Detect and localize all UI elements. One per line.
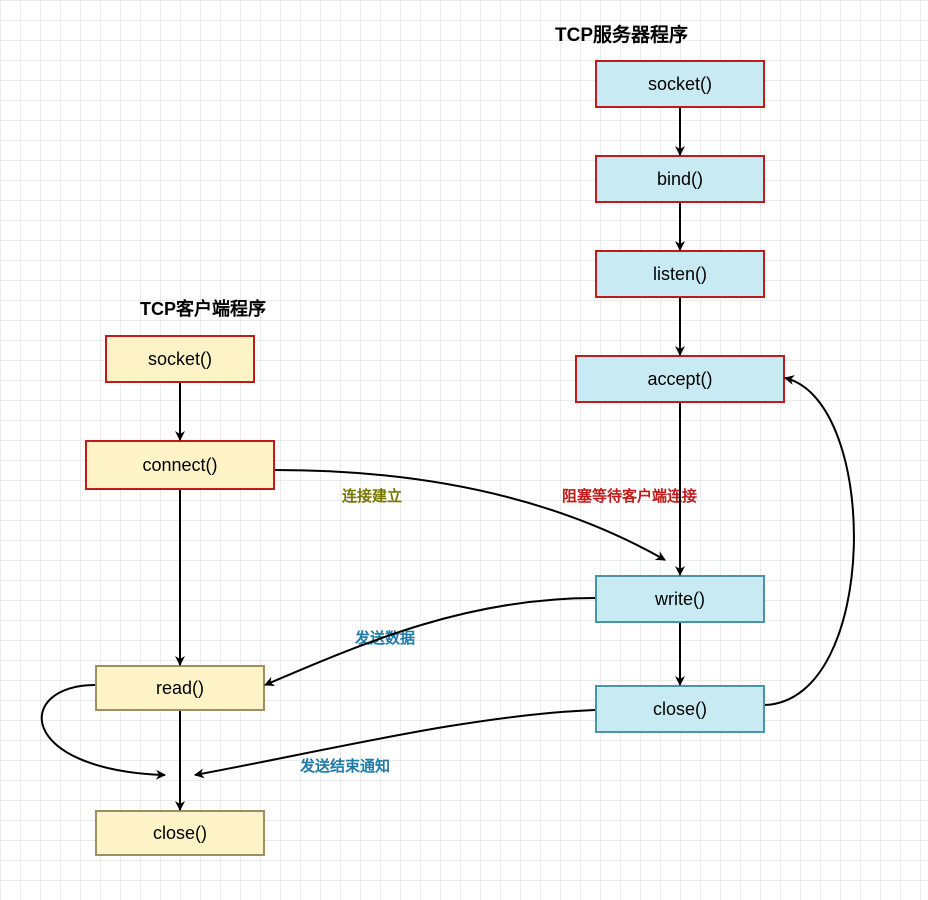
server-close-label: close() xyxy=(653,699,707,720)
edge-close-to-read-below xyxy=(195,710,595,775)
server-write-node: write() xyxy=(595,575,765,623)
label-blocking-wait: 阻塞等待客户端连接 xyxy=(562,485,697,506)
server-accept-node: accept() xyxy=(575,355,785,403)
label-send-end-notify: 发送结束通知 xyxy=(300,755,390,776)
client-read-label: read() xyxy=(156,678,204,699)
label-send-data: 发送数据 xyxy=(355,627,415,648)
client-title: TCP客户端程序 xyxy=(140,295,266,321)
client-connect-node: connect() xyxy=(85,440,275,490)
client-socket-node: socket() xyxy=(105,335,255,383)
edge-write-to-read xyxy=(265,598,595,685)
client-connect-label: connect() xyxy=(142,455,217,476)
server-socket-label: socket() xyxy=(648,74,712,95)
server-socket-node: socket() xyxy=(595,60,765,108)
server-title: TCP服务器程序 xyxy=(555,20,688,47)
server-listen-node: listen() xyxy=(595,250,765,298)
client-read-node: read() xyxy=(95,665,265,711)
edge-close-to-accept-loop xyxy=(765,378,854,705)
server-bind-label: bind() xyxy=(657,169,703,190)
server-write-label: write() xyxy=(655,589,705,610)
server-bind-node: bind() xyxy=(595,155,765,203)
client-close-node: close() xyxy=(95,810,265,856)
server-listen-label: listen() xyxy=(653,264,707,285)
edge-connect-to-accept xyxy=(275,470,665,560)
label-connection-established: 连接建立 xyxy=(342,485,402,506)
client-socket-label: socket() xyxy=(148,349,212,370)
server-accept-label: accept() xyxy=(647,369,712,390)
client-close-label: close() xyxy=(153,823,207,844)
flowchart-canvas: TCP客户端程序 TCP服务器程序 socket() connect() rea… xyxy=(0,0,928,900)
server-close-node: close() xyxy=(595,685,765,733)
